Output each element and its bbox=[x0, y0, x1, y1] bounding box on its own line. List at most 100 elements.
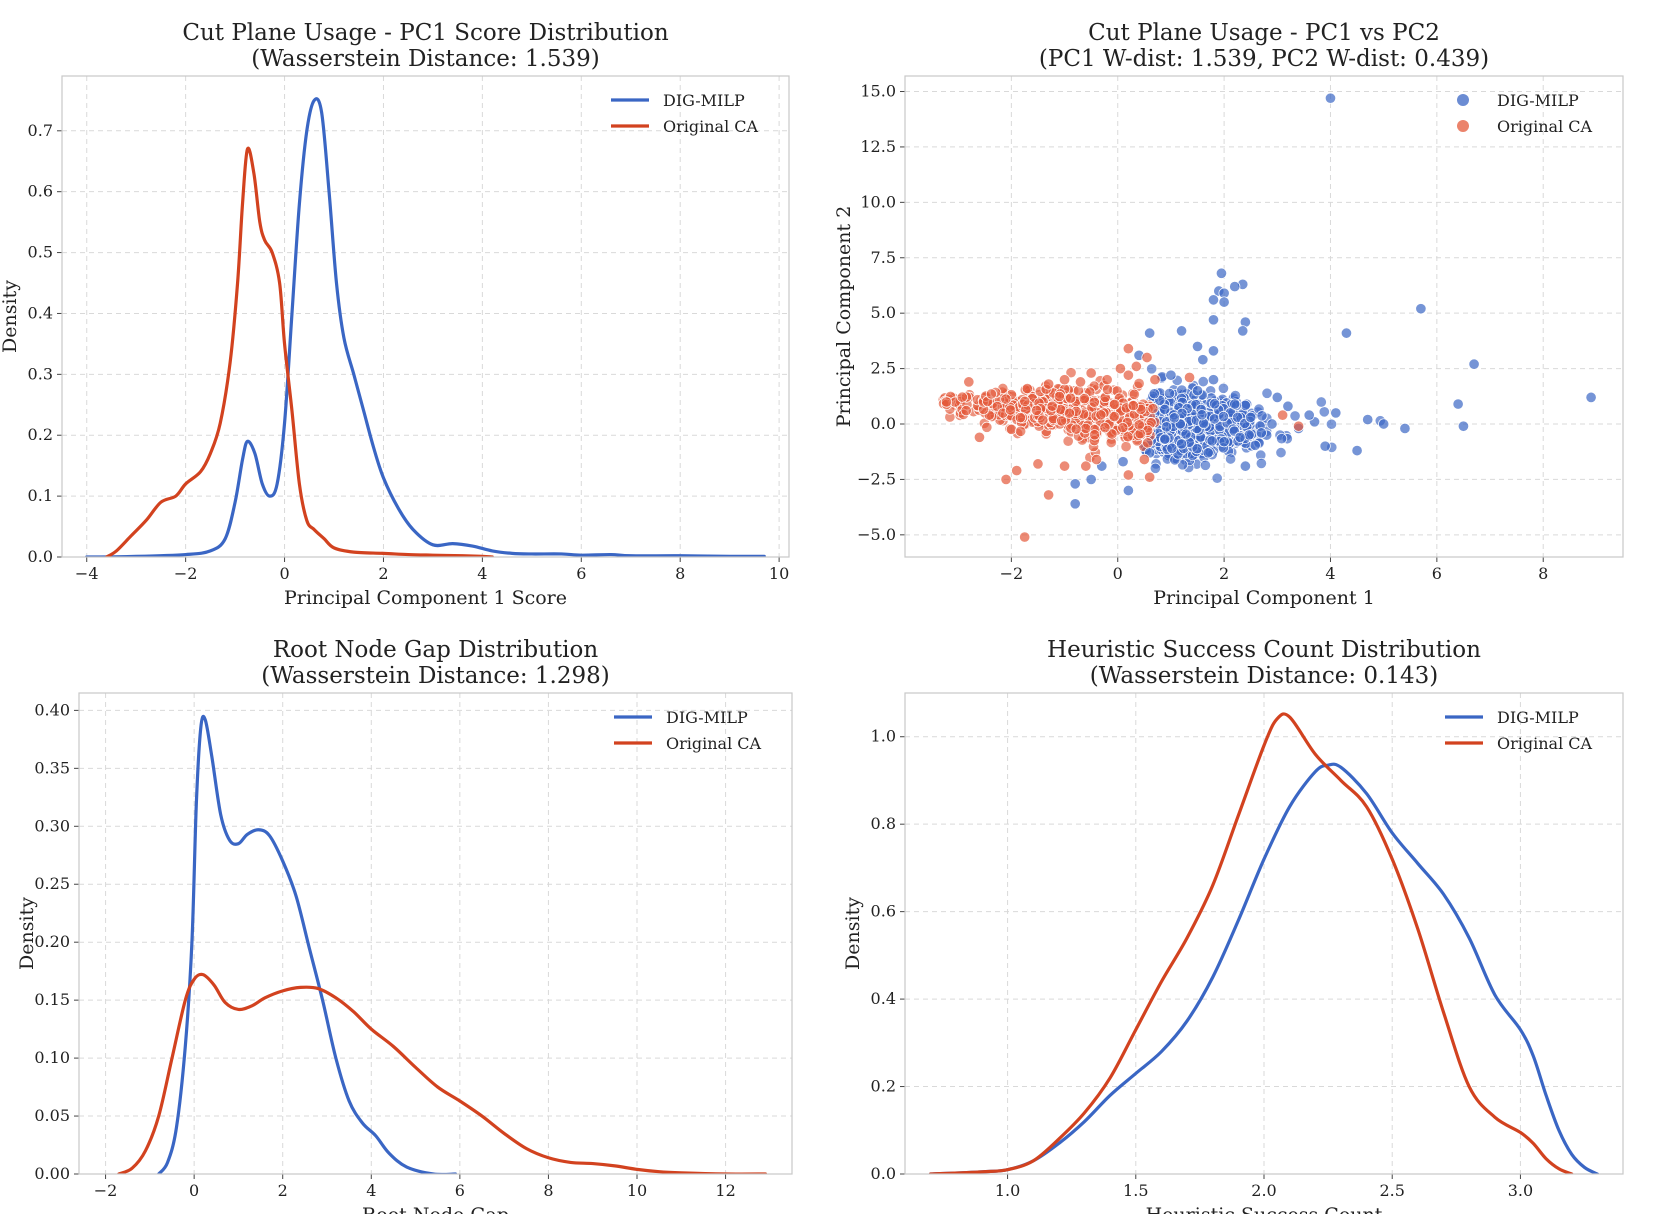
y-tick-label: 0.1 bbox=[28, 486, 53, 505]
y-tick-label: 12.5 bbox=[860, 137, 896, 156]
chart-gap: Root Node Gap Distribution(Wasserstein D… bbox=[16, 637, 793, 1214]
scatter-point bbox=[1275, 447, 1287, 459]
series-line-dig-milp bbox=[157, 714, 458, 1174]
scatter-point bbox=[1196, 409, 1208, 421]
scatter-series-original-ca bbox=[963, 343, 1305, 543]
scatter-point bbox=[1293, 420, 1305, 432]
scatter-cluster-original-ca bbox=[937, 367, 1161, 463]
scatter-point bbox=[1315, 396, 1327, 408]
scatter-point bbox=[1160, 421, 1173, 433]
series-line-original-ca bbox=[117, 972, 768, 1174]
scatter-point bbox=[1149, 374, 1161, 386]
scatter-point bbox=[1318, 406, 1330, 418]
scatter-point bbox=[1015, 425, 1027, 437]
y-axis-label: Density bbox=[16, 897, 38, 970]
y-tick-label: 0.2 bbox=[28, 425, 53, 444]
scatter-point bbox=[1133, 377, 1145, 390]
scatter-point bbox=[1141, 351, 1153, 364]
y-tick-label: 0.20 bbox=[34, 932, 70, 951]
scatter-point bbox=[1197, 376, 1209, 388]
scatter-point bbox=[1000, 473, 1012, 485]
scatter-point bbox=[1415, 303, 1427, 315]
y-tick-label: 0.8 bbox=[871, 814, 896, 833]
scatter-point bbox=[1065, 392, 1077, 404]
scatter-point bbox=[1080, 422, 1092, 435]
y-tick-label: 0.40 bbox=[34, 700, 70, 719]
y-tick-label: 0.4 bbox=[28, 303, 53, 322]
scatter-point bbox=[1000, 393, 1012, 405]
plot-frame bbox=[78, 692, 793, 1175]
scatter-point bbox=[1319, 440, 1331, 452]
scatter-point bbox=[960, 405, 972, 417]
plot-area bbox=[929, 712, 1599, 1174]
scatter-point bbox=[1011, 465, 1023, 477]
scatter-point bbox=[1197, 354, 1209, 366]
scatter-point bbox=[985, 388, 997, 400]
scatter-point bbox=[1191, 340, 1204, 352]
x-axis-label: Principal Component 1 bbox=[1153, 587, 1375, 609]
chart-subtitle: (Wasserstein Distance: 0.143) bbox=[1090, 663, 1438, 689]
legend-label: Original CA bbox=[1497, 117, 1593, 136]
gridlines bbox=[79, 693, 792, 1175]
y-axis-label: Density bbox=[0, 280, 21, 353]
scatter-point bbox=[1130, 360, 1142, 372]
y-tick-label: 0.6 bbox=[28, 182, 53, 201]
y-tick-label: 0.30 bbox=[34, 816, 70, 835]
x-tick-label: 6 bbox=[1432, 564, 1442, 583]
x-tick-label: 2.5 bbox=[1379, 1181, 1404, 1200]
scatter-point bbox=[1142, 437, 1154, 449]
chart-pc1: Cut Plane Usage - PC1 Score Distribution… bbox=[0, 20, 790, 609]
gridlines bbox=[905, 76, 1623, 557]
x-tick-label: 6 bbox=[576, 564, 586, 583]
scatter-point bbox=[1122, 343, 1134, 355]
y-tick-label: 15.0 bbox=[860, 82, 896, 101]
scatter-point bbox=[1229, 398, 1241, 410]
scatter-point bbox=[1043, 489, 1055, 501]
scatter-point bbox=[1148, 388, 1160, 400]
x-tick-label: 10 bbox=[627, 1181, 647, 1200]
series-line-original-ca bbox=[104, 146, 494, 557]
legend: DIG-MILP Original CA bbox=[1445, 708, 1593, 753]
y-tick-label: 0.0 bbox=[28, 547, 53, 566]
scatter-point bbox=[1176, 438, 1188, 450]
x-tick-label: 1.5 bbox=[1123, 1181, 1148, 1200]
scatter-point bbox=[1108, 411, 1120, 423]
scatter-point bbox=[956, 391, 968, 403]
scatter-point bbox=[1069, 478, 1081, 490]
scatter-point bbox=[1585, 391, 1597, 403]
y-tick-label: 0.15 bbox=[34, 990, 70, 1009]
scatter-point bbox=[1128, 388, 1140, 400]
scatter-point bbox=[1014, 412, 1026, 424]
scatter-point bbox=[1032, 458, 1044, 470]
scatter-point bbox=[1070, 423, 1082, 435]
scatter-point bbox=[1056, 415, 1068, 427]
scatter-point bbox=[1215, 267, 1228, 279]
scatter-point bbox=[1085, 473, 1097, 485]
scatter-point bbox=[1109, 398, 1121, 410]
x-tick-label: 2 bbox=[278, 1181, 288, 1200]
scatter-point bbox=[1165, 369, 1177, 381]
scatter-point bbox=[1114, 363, 1126, 375]
scatter-point bbox=[1146, 363, 1158, 375]
y-tick-label: 2.5 bbox=[871, 359, 896, 378]
y-tick-label: 0.25 bbox=[34, 874, 70, 893]
scatter-point bbox=[1207, 314, 1220, 326]
scatter-point bbox=[1053, 390, 1065, 403]
scatter-point bbox=[1206, 435, 1218, 447]
scatter-point bbox=[1163, 387, 1176, 399]
scatter-point bbox=[1209, 398, 1221, 410]
scatter-point bbox=[1004, 404, 1017, 416]
x-tick-label: −2 bbox=[1000, 564, 1024, 583]
x-tick-label: 1.0 bbox=[995, 1181, 1020, 1200]
scatter-point bbox=[1243, 429, 1255, 441]
chart-title: Cut Plane Usage - PC1 vs PC2 bbox=[1088, 20, 1440, 46]
x-tick-label: 4 bbox=[477, 564, 487, 583]
x-tick-label: −2 bbox=[174, 564, 198, 583]
scatter-point bbox=[1191, 443, 1203, 455]
scatter-point bbox=[1217, 410, 1229, 423]
plot-frame bbox=[904, 692, 1624, 1175]
plot-area bbox=[937, 92, 1597, 543]
x-tick-label: 8 bbox=[1538, 564, 1548, 583]
y-tick-label: 1.0 bbox=[871, 727, 896, 746]
y-tick-label: 0.10 bbox=[34, 1048, 70, 1067]
